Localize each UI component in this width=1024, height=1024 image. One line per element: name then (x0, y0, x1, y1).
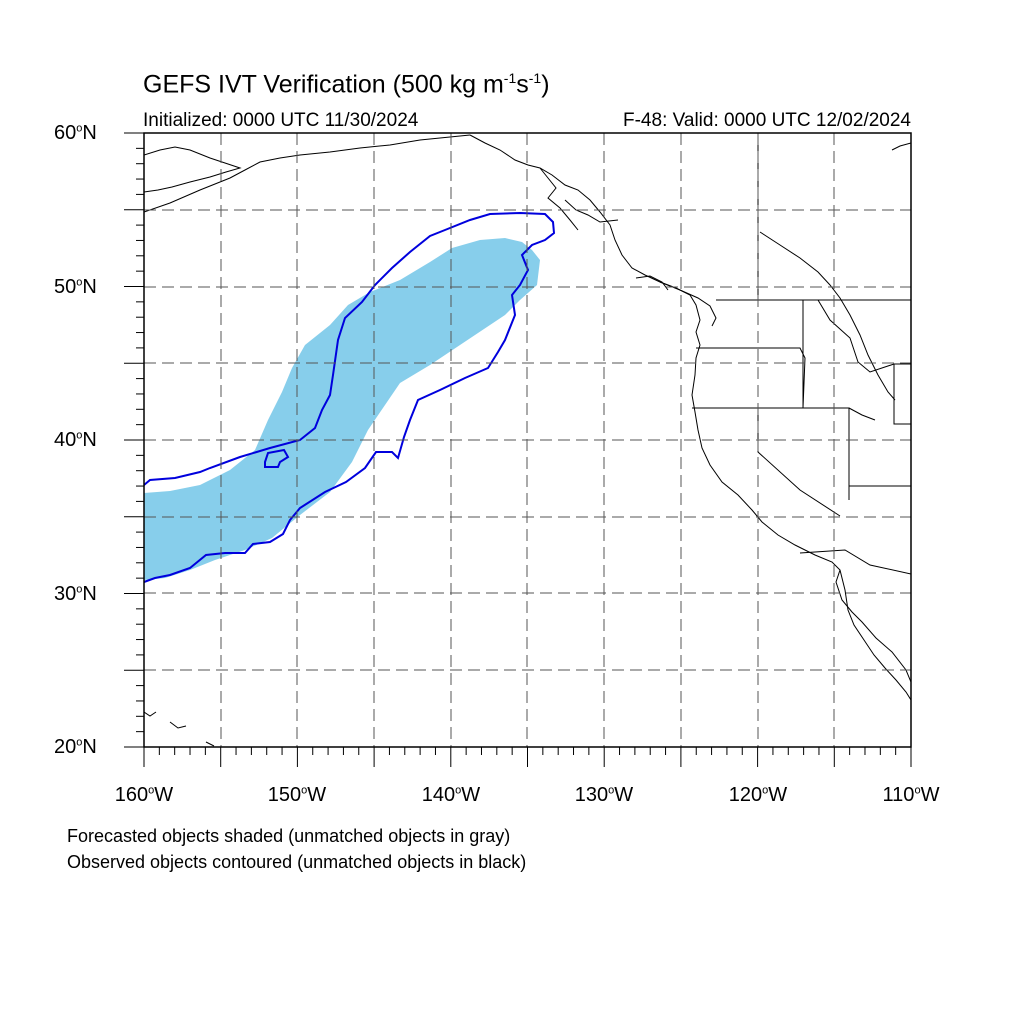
lon-label-110: 110oW (882, 784, 940, 806)
lon-label-150: 150oW (267, 784, 327, 806)
lon-label-160: 160oW (114, 784, 174, 806)
lat-label-50: 50oN (54, 276, 97, 298)
lon-label-130: 130oW (574, 784, 634, 806)
lat-label-30: 30oN (54, 583, 97, 605)
footer-observed-note: Observed objects contoured (unmatched ob… (67, 852, 527, 872)
lat-label-20: 20oN (54, 736, 97, 758)
initialized-time: Initialized: 0000 UTC 11/30/2024 (143, 110, 419, 131)
coastlines (144, 134, 911, 747)
political-borders (692, 133, 911, 575)
footer-forecast-note: Forecasted objects shaded (unmatched obj… (67, 826, 511, 846)
lon-label-120: 120oW (728, 784, 788, 806)
observed-object-contour (144, 211, 556, 583)
graticule (144, 133, 911, 747)
lat-label-60: 60oN (54, 122, 97, 144)
observed-object-hole (264, 448, 290, 468)
valid-time: F-48: Valid: 0000 UTC 12/02/2024 (623, 110, 911, 131)
lat-label-40: 40oN (54, 429, 97, 451)
lon-label-140: 140oW (421, 784, 481, 806)
map-title: GEFS IVT Verification (500 kg m-1s-1) (143, 70, 550, 99)
forecast-object (144, 238, 540, 580)
axis-ticks (124, 132, 912, 767)
